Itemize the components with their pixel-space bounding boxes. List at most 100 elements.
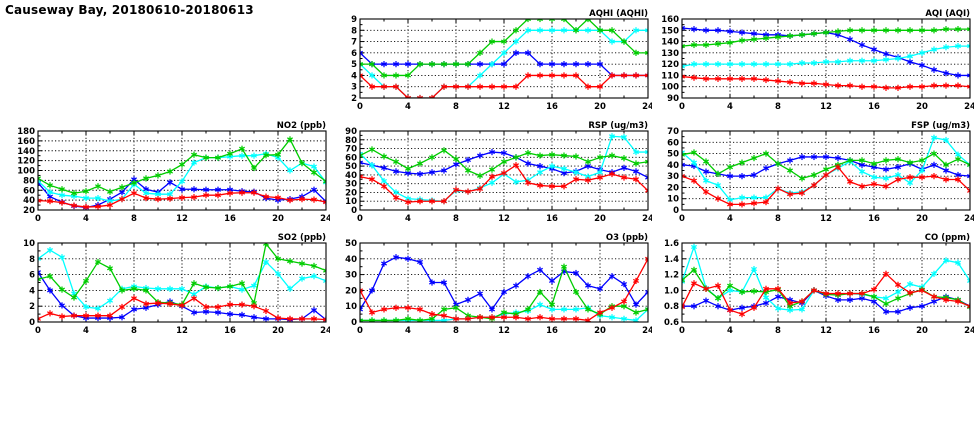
series-co-day4-red <box>681 270 971 318</box>
ytick-so2: 6 <box>29 271 35 281</box>
page-title: Causeway Bay, 20180610-20180613 <box>5 3 254 17</box>
series-fsp-day4-red <box>681 164 971 208</box>
ytick-aqi: 100 <box>661 83 679 93</box>
xtick-co: 4 <box>727 326 733 336</box>
ytick-rsp: 0 <box>351 206 357 216</box>
series-o3-day4-red <box>359 255 649 323</box>
xtick-o3: 20 <box>594 326 606 336</box>
xtick-rsp: 12 <box>498 214 510 224</box>
ytick-o3: 20 <box>345 286 357 296</box>
xtick-rsp: 8 <box>453 214 459 224</box>
xtick-co: 0 <box>679 326 685 336</box>
xtick-so2: 16 <box>224 326 236 336</box>
ytick-aqi: 110 <box>661 71 679 81</box>
ytick-aqhi: 5 <box>351 60 357 70</box>
panel-title-so2: SO2 (ppb) <box>278 233 326 243</box>
xtick-aqhi: 0 <box>357 102 363 112</box>
ytick-rsp: 70 <box>345 145 357 155</box>
xtick-no2: 8 <box>131 214 137 224</box>
xtick-o3: 16 <box>546 326 558 336</box>
xtick-so2: 8 <box>131 326 137 336</box>
ytick-co: 1.4 <box>664 255 679 265</box>
ytick-rsp: 80 <box>345 136 357 146</box>
xtick-no2: 20 <box>272 214 284 224</box>
xtick-o3: 0 <box>357 326 363 336</box>
series-aqhi-day4-red <box>359 72 649 99</box>
ytick-so2: 8 <box>29 255 35 265</box>
panel-title-rsp: RSP (ug/m3) <box>588 121 648 131</box>
ytick-co: 1.0 <box>664 286 679 296</box>
series-aqi-day3-green <box>681 26 971 50</box>
xtick-aqi: 16 <box>868 102 880 112</box>
ytick-rsp: 50 <box>345 162 357 172</box>
ytick-o3: 10 <box>345 302 357 312</box>
ytick-fsp: 20 <box>667 183 679 193</box>
xtick-co: 16 <box>868 326 880 336</box>
xtick-aqi: 0 <box>679 102 685 112</box>
xtick-aqhi: 16 <box>546 102 558 112</box>
ytick-no2: 40 <box>23 196 35 206</box>
xtick-so2: 4 <box>83 326 89 336</box>
series-rsp-day3-green <box>359 146 649 179</box>
series-no2-day4-red <box>37 189 327 211</box>
ytick-rsp: 90 <box>345 127 357 137</box>
xtick-aqi: 8 <box>775 102 781 112</box>
ytick-aqhi: 7 <box>351 38 357 48</box>
ytick-aqhi: 9 <box>351 15 357 25</box>
ytick-so2: 2 <box>29 302 35 312</box>
chart-panel-so2: SO2 (ppb) 0 2 4 6 8 10 0 4 8 12 16 20 24 <box>8 232 330 342</box>
ytick-aqi: 130 <box>661 49 679 59</box>
ytick-no2: 80 <box>23 176 35 186</box>
chart-panel-co: CO (ppm) 0.6 0.8 1.0 1.2 1.4 1.6 0 4 8 12 16 20 24 <box>652 232 974 342</box>
ytick-no2: 160 <box>17 137 35 147</box>
xtick-so2: 24 <box>320 326 330 336</box>
ytick-no2: 140 <box>17 147 35 157</box>
plot-o3: O3 (ppb) 0 10 20 30 40 50 0 4 8 12 16 20 24 <box>345 233 652 336</box>
ytick-rsp: 40 <box>345 171 357 181</box>
xtick-fsp: 20 <box>916 214 928 224</box>
xtick-aqi: 24 <box>964 102 974 112</box>
ytick-co: 1.6 <box>664 239 679 249</box>
xtick-so2: 0 <box>35 326 41 336</box>
ytick-co: 0.6 <box>664 318 679 328</box>
ytick-aqi: 160 <box>661 15 679 25</box>
ytick-no2: 120 <box>17 157 35 167</box>
ytick-aqhi: 3 <box>351 83 357 93</box>
series-aqi-day2-cyan <box>681 42 971 70</box>
xtick-aqi: 20 <box>916 102 928 112</box>
xtick-co: 24 <box>964 326 974 336</box>
chart-panel-fsp: FSP (ug/m3) 0 10 20 30 40 50 60 70 0 4 8 12 16 20 24 <box>652 120 974 230</box>
ytick-aqi: 120 <box>661 60 679 70</box>
xtick-fsp: 24 <box>964 214 974 224</box>
series-fsp-day1-blue <box>681 153 971 180</box>
ytick-o3: 0 <box>351 318 357 328</box>
xtick-no2: 24 <box>320 214 330 224</box>
xtick-aqhi: 12 <box>498 102 510 112</box>
panel-title-aqi: AQI (AQI) <box>925 9 970 19</box>
xtick-fsp: 8 <box>775 214 781 224</box>
ytick-aqi: 140 <box>661 38 679 48</box>
series-rsp-day4-red <box>359 162 649 206</box>
xtick-o3: 8 <box>453 326 459 336</box>
xtick-aqi: 12 <box>820 102 832 112</box>
ytick-no2: 180 <box>17 127 35 137</box>
series-so2-day4-red <box>37 295 327 323</box>
ytick-fsp: 60 <box>667 138 679 148</box>
panel-title-o3: O3 (ppb) <box>606 233 648 243</box>
ytick-fsp: 50 <box>667 150 679 160</box>
ytick-o3: 40 <box>345 255 357 265</box>
xtick-aqhi: 20 <box>594 102 606 112</box>
xtick-aqhi: 4 <box>405 102 411 112</box>
xtick-no2: 16 <box>224 214 236 224</box>
ytick-rsp: 20 <box>345 188 357 198</box>
chart-panel-no2: NO2 (ppb) 20 40 60 80 100 120 140 160 180 0 4 8 12 16 2… <box>8 120 330 230</box>
ytick-no2: 20 <box>23 206 35 216</box>
ytick-co: 1.2 <box>664 271 679 281</box>
xtick-rsp: 24 <box>642 214 652 224</box>
xtick-no2: 0 <box>35 214 41 224</box>
xtick-no2: 12 <box>176 214 188 224</box>
xtick-no2: 4 <box>83 214 89 224</box>
series-o3-day1-blue <box>359 254 649 313</box>
